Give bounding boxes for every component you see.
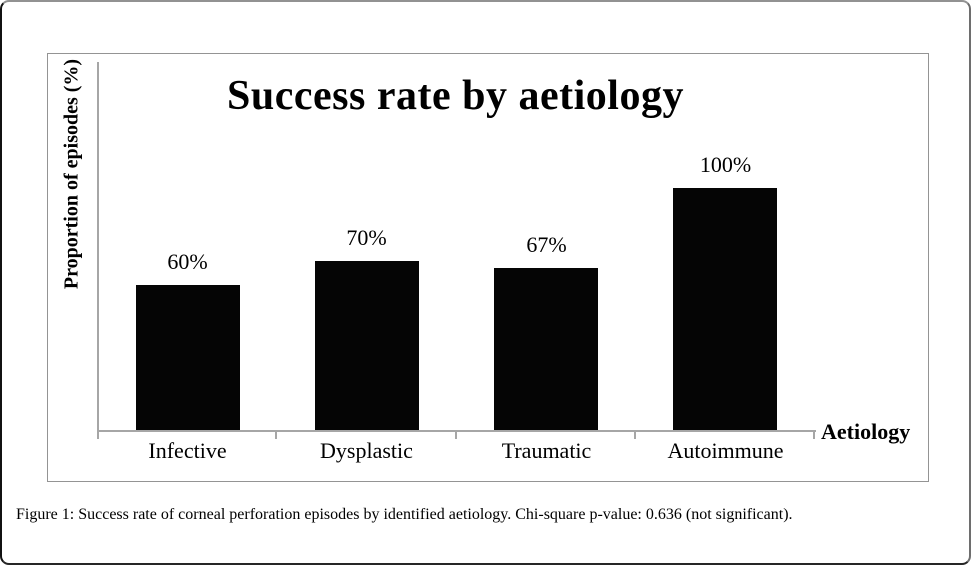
plot-area: 60% 70% 67% 100% <box>98 62 815 439</box>
y-axis-title: Proportion of episodes (%) <box>60 58 83 290</box>
x-axis-tick <box>813 430 815 439</box>
x-axis-labels: Infective Dysplastic Traumatic Autoimmune <box>98 438 815 464</box>
y-axis-line <box>97 62 99 439</box>
bar-value-label: 70% <box>346 225 387 250</box>
bar-value-label: 67% <box>526 232 567 257</box>
bar-traumatic <box>494 268 598 430</box>
x-axis-title: Aetiology <box>821 419 911 444</box>
figure-caption-label: Figure 1: <box>16 506 75 523</box>
bar-infective <box>136 285 240 430</box>
x-tick-label: Dysplastic <box>320 438 413 463</box>
bar-value-label: 60% <box>167 249 208 274</box>
figure-caption: Figure 1: Success rate of corneal perfor… <box>16 504 964 526</box>
x-axis-tick <box>634 430 636 439</box>
x-tick-label: Autoimmune <box>667 438 784 463</box>
bar-value-label: 100% <box>699 152 752 177</box>
chart-title: Success rate by aetiology <box>227 73 684 119</box>
x-axis-tick <box>455 430 457 439</box>
x-tick-label: Infective <box>148 438 227 463</box>
bar-autoimmune <box>673 188 777 430</box>
x-axis-tick <box>275 430 277 439</box>
bar-dysplastic <box>315 261 419 430</box>
x-tick-label: Traumatic <box>501 438 592 463</box>
figure-caption-text: Success rate of corneal perforation epis… <box>78 506 793 523</box>
